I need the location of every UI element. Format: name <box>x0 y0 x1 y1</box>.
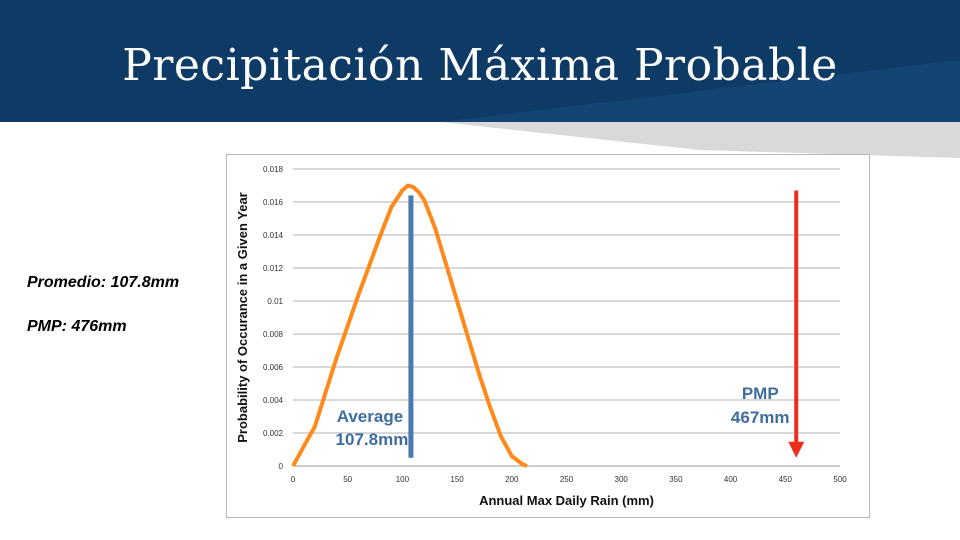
chart-svg: 0 0.002 0.004 0.006 0.008 0.01 0.012 0.014 0.016… <box>235 165 847 508</box>
header-decoration <box>440 60 960 158</box>
average-label-line2: 107.8mm <box>336 430 409 449</box>
average-note: Promedio: 107.8mm <box>27 274 180 291</box>
probability-curve <box>291 183 528 468</box>
x-tick-label: 150 <box>450 475 464 484</box>
average-label-line1: Average <box>337 407 403 426</box>
pmp-label-line1: PMP <box>742 384 779 403</box>
y-axis-title: Probability of Occurance in a Given Year <box>235 192 250 442</box>
x-axis-ticks: 0 50 100 150 200 250 300 350 400 450 500 <box>291 475 847 484</box>
x-tick-label: 100 <box>396 475 410 484</box>
gridlines <box>293 168 840 467</box>
y-tick-label: 0.008 <box>263 330 284 339</box>
y-tick-label: 0.018 <box>263 165 284 174</box>
x-tick-label: 500 <box>833 475 847 484</box>
x-tick-label: 450 <box>779 475 793 484</box>
y-tick-label: 0.002 <box>263 429 284 438</box>
pmp-note: PMP: 476mm <box>27 318 127 335</box>
y-tick-label: 0.006 <box>263 363 284 372</box>
y-tick-label: 0.014 <box>263 231 284 240</box>
y-axis-ticks: 0 0.002 0.004 0.006 0.008 0.01 0.012 0.014 0.016… <box>263 165 284 471</box>
x-axis-title: Annual Max Daily Rain (mm) <box>479 493 654 508</box>
x-tick-label: 400 <box>724 475 738 484</box>
y-tick-label: 0.004 <box>263 396 284 405</box>
x-tick-label: 300 <box>615 475 629 484</box>
slide-title: Precipitación Máxima Probable <box>122 40 838 91</box>
y-tick-label: 0.016 <box>263 198 284 207</box>
chart: 0 0.002 0.004 0.006 0.008 0.01 0.012 0.014 0.016… <box>226 154 870 518</box>
x-tick-label: 50 <box>343 475 352 484</box>
pmp-label-line2: 467mm <box>731 408 790 427</box>
x-tick-label: 350 <box>669 475 683 484</box>
pmp-arrow-head <box>788 441 805 458</box>
x-tick-label: 250 <box>560 475 574 484</box>
y-tick-label: 0 <box>279 462 284 471</box>
x-tick-label: 0 <box>291 475 296 484</box>
y-tick-label: 0.01 <box>267 297 283 306</box>
y-tick-label: 0.012 <box>263 264 284 273</box>
x-tick-label: 200 <box>505 475 519 484</box>
